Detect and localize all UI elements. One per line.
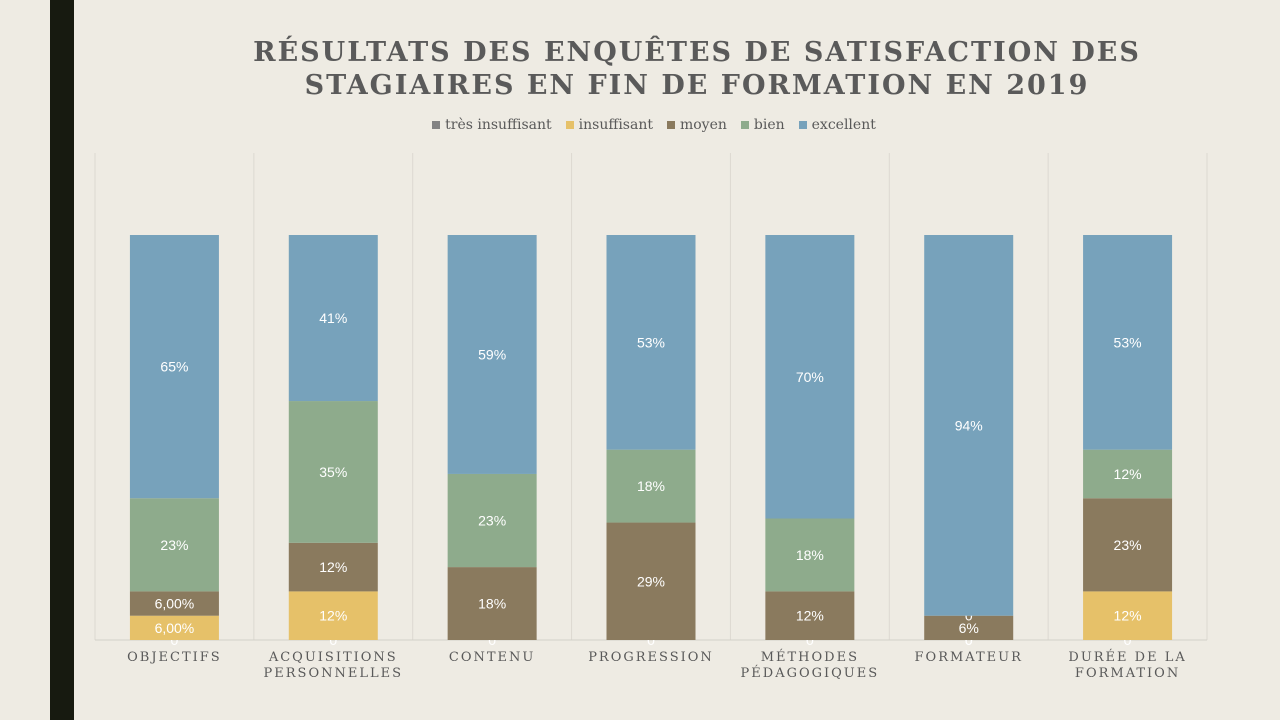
data-label-1-2: 12% xyxy=(319,559,347,575)
bar-segment-4-2 xyxy=(765,591,855,640)
data-label-4-2: 12% xyxy=(796,608,824,624)
category-label-5-0: FORMATEUR xyxy=(915,650,1023,665)
category-label-3-0: PROGRESSION xyxy=(588,650,714,665)
left-accent-bar xyxy=(50,0,74,720)
data-label-4-3: 18% xyxy=(796,547,824,563)
bar-segment-2-2 xyxy=(447,567,537,640)
bar-segment-3-3 xyxy=(606,449,696,523)
category-label-1-0: ACQUISITIONS xyxy=(268,650,398,665)
data-label-2-4: 59% xyxy=(478,346,506,362)
bar-segment-0-1 xyxy=(129,615,219,640)
legend-swatch-0 xyxy=(432,121,441,129)
bar-segment-0-2 xyxy=(129,591,219,616)
data-label-3-2: 29% xyxy=(637,573,665,589)
data-label-0-1: 6,00% xyxy=(155,620,195,636)
bar-segment-6-1 xyxy=(1083,591,1173,640)
bar-segment-6-2 xyxy=(1083,498,1173,592)
data-label-0-4: 65% xyxy=(160,359,188,375)
bar-segment-3-2 xyxy=(606,522,696,640)
bar-segment-2-4 xyxy=(447,235,537,474)
legend-swatch-4 xyxy=(798,121,807,129)
bar-segment-6-3 xyxy=(1083,449,1173,499)
legend-swatch-1 xyxy=(565,121,574,129)
data-label-2-3: 23% xyxy=(478,513,506,529)
data-label-1-3: 35% xyxy=(319,464,347,480)
bar-segment-1-2 xyxy=(288,542,378,592)
data-label-6-1: 12% xyxy=(1114,608,1142,624)
legend-label-4: excellent xyxy=(811,117,876,133)
legend-item-3: bien xyxy=(740,117,785,133)
data-label-6-3: 12% xyxy=(1114,466,1142,482)
data-label-6-4: 53% xyxy=(1114,334,1142,350)
legend-item-4: excellent xyxy=(798,117,876,133)
legend-label-1: insuffisant xyxy=(578,117,653,133)
bar-segment-1-4 xyxy=(288,235,378,402)
data-label-2-2: 18% xyxy=(478,596,506,612)
bar-segment-0-3 xyxy=(129,498,219,592)
bar-segment-0-4 xyxy=(129,235,219,499)
data-label-3-4: 53% xyxy=(637,334,665,350)
legend-item-2: moyen xyxy=(666,117,727,133)
bar-segment-5-2 xyxy=(924,615,1014,640)
bar-segment-1-3 xyxy=(288,401,378,543)
legend-swatch-2 xyxy=(666,121,675,129)
data-label-0-2: 6,00% xyxy=(155,596,195,612)
legend-item-1: insuffisant xyxy=(565,117,653,133)
bar-segment-2-3 xyxy=(447,473,537,568)
data-label-3-3: 18% xyxy=(637,478,665,494)
category-label-0-0: OBJECTIFS xyxy=(127,650,222,665)
legend-label-3: bien xyxy=(753,117,785,133)
category-label-1-1: PERSONNELLES xyxy=(264,666,404,681)
chart-title-line-1: RÉSULTATS DES ENQUÊTES DE SATISFACTION D… xyxy=(253,37,1141,68)
category-label-6-0: DURÉE DE LA xyxy=(1068,649,1186,665)
chart-legend: très insuffisant insuffisant moyen bien exce… xyxy=(0,117,1280,133)
legend-item-0: très insuffisant xyxy=(432,117,552,133)
bar-segment-4-3 xyxy=(765,518,855,592)
category-label-4-1: PÉDAGOGIQUES xyxy=(741,665,880,681)
data-label-1-1: 12% xyxy=(319,608,347,624)
legend-label-2: moyen xyxy=(679,117,727,133)
bar-segment-6-4 xyxy=(1083,235,1173,450)
legend-swatch-3 xyxy=(740,121,749,129)
bar-segment-1-1 xyxy=(288,591,378,640)
data-label-5-4: 94% xyxy=(955,417,983,433)
bar-segment-5-4 xyxy=(924,235,1014,616)
chart-title-line-2: STAGIAIRES EN FIN DE FORMATION EN 2019 xyxy=(304,70,1090,101)
bar-segment-4-4 xyxy=(765,235,855,519)
bar-segment-3-4 xyxy=(606,235,696,450)
legend-label-0: très insuffisant xyxy=(445,117,552,133)
data-label-0-3: 23% xyxy=(160,537,188,553)
data-label-6-2: 23% xyxy=(1114,537,1142,553)
category-label-6-1: FORMATION xyxy=(1075,666,1180,681)
category-label-4-0: MÉTHODES xyxy=(761,649,859,665)
chart-title: RÉSULTATS DES ENQUÊTES DE SATISFACTION D… xyxy=(234,36,1160,102)
data-label-4-4: 70% xyxy=(796,369,824,385)
data-label-1-4: 41% xyxy=(319,310,347,326)
data-label-5-2: 6% xyxy=(959,620,979,636)
category-label-2-0: CONTENU xyxy=(449,650,535,665)
